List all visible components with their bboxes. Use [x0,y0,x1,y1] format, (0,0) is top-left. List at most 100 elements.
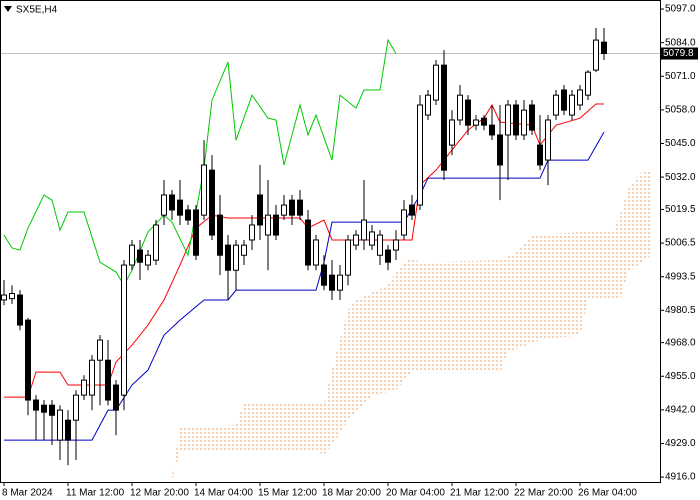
y-tick-label: 4993.5 [665,271,696,282]
x-tick-label: 18 Mar 20:00 [322,488,381,499]
candle-body [585,71,591,96]
candle-body [537,144,543,166]
x-tick-label: 22 Mar 20:00 [514,488,573,499]
candle-body [377,234,383,256]
candle-body [273,214,279,236]
candle-body [513,104,519,136]
candle-body [193,209,199,256]
y-tick-label: 4916.0 [665,472,696,483]
candle-body [545,119,551,161]
candle-body [73,394,79,421]
candle-body [561,89,567,111]
candle-body [497,134,503,166]
candle-body [505,104,511,136]
candle-body [105,359,111,401]
candle-body [329,274,335,291]
candle-body [249,224,255,241]
y-tick-label: 5071.0 [665,71,696,82]
y-tick-label: 5058.0 [665,105,696,116]
candle-body [521,109,527,136]
y-tick-label: 4980.5 [665,305,696,316]
x-tick-label: 12 Mar 20:00 [130,488,189,499]
candle-body [137,249,143,263]
x-tick-label: 21 Mar 12:00 [450,488,509,499]
candle-body [449,119,455,146]
candle-body [353,234,359,246]
candle-body [17,294,23,326]
candle-body [217,214,223,256]
candle-body [465,99,471,126]
candle-body [601,41,607,55]
candle-body [441,64,447,171]
candle-body [25,319,31,401]
candle-body [385,249,391,263]
candle-body [489,124,495,136]
x-tick-label: 11 Mar 12:00 [66,488,125,499]
candle-body [337,274,343,291]
candle-body [161,194,167,216]
candle-body [81,379,87,396]
candle-body [113,384,119,411]
price-label-box [660,47,698,60]
candle-body [153,224,159,261]
candle-body [225,244,231,271]
candle-body [313,239,319,266]
y-tick-label: 5006.5 [665,238,696,249]
candle-body [321,264,327,286]
candle-body [209,169,215,236]
candle-body [89,359,95,396]
candle-body [529,104,535,131]
candle-body [257,194,263,226]
y-tick-label: 5045.0 [665,138,696,149]
price-label: 5079.8 [663,48,694,59]
y-tick-label: 4968.0 [665,337,696,348]
y-tick-label: 4929.0 [665,438,696,449]
x-tick-label: 26 Mar 04:00 [578,488,637,499]
candle-body [57,409,63,441]
y-tick-label: 5019.5 [665,204,696,215]
candle-body [569,94,575,116]
candle-body [369,231,375,246]
candle-body [289,199,295,216]
candle-body [1,294,7,301]
y-tick-label: 5084.0 [665,37,696,48]
candle-body [145,254,151,266]
candle-body [577,89,583,106]
candle-body [281,204,287,216]
candle-body [433,64,439,101]
candle-body [593,39,599,71]
candle-body [169,194,175,211]
candle-body [49,404,55,416]
candle-body [417,104,423,206]
candle-body [65,419,71,441]
indicator-line [4,131,605,441]
candle-body [481,117,487,126]
candle-body [9,292,15,300]
y-tick-label: 5097.0 [665,4,696,15]
candle-body [345,239,351,276]
candle-body [41,404,47,413]
candle-body [241,244,247,256]
x-tick-label: 20 Mar 04:00 [386,488,445,499]
plot-area [0,27,660,481]
candle-body [409,204,415,216]
candle-body [305,219,311,266]
x-tick-label: 8 Mar 2024 [2,488,53,499]
y-tick-label: 5032.0 [665,172,696,183]
candle-body [457,94,463,121]
candle-body [553,94,559,116]
y-tick-label: 4955.0 [665,371,696,382]
candle-body [233,244,239,271]
cloud [172,170,652,481]
candle-body [425,94,431,116]
candle-body [33,399,39,411]
candle-body [201,164,207,216]
x-tick-label: 14 Mar 04:00 [194,488,253,499]
chart-title: SX5E,H4 [16,5,58,16]
x-tick-label: 15 Mar 12:00 [258,488,317,499]
candle-body [401,209,407,236]
candle-body [297,199,303,216]
title-icon [4,6,12,12]
candle-body [129,244,135,266]
